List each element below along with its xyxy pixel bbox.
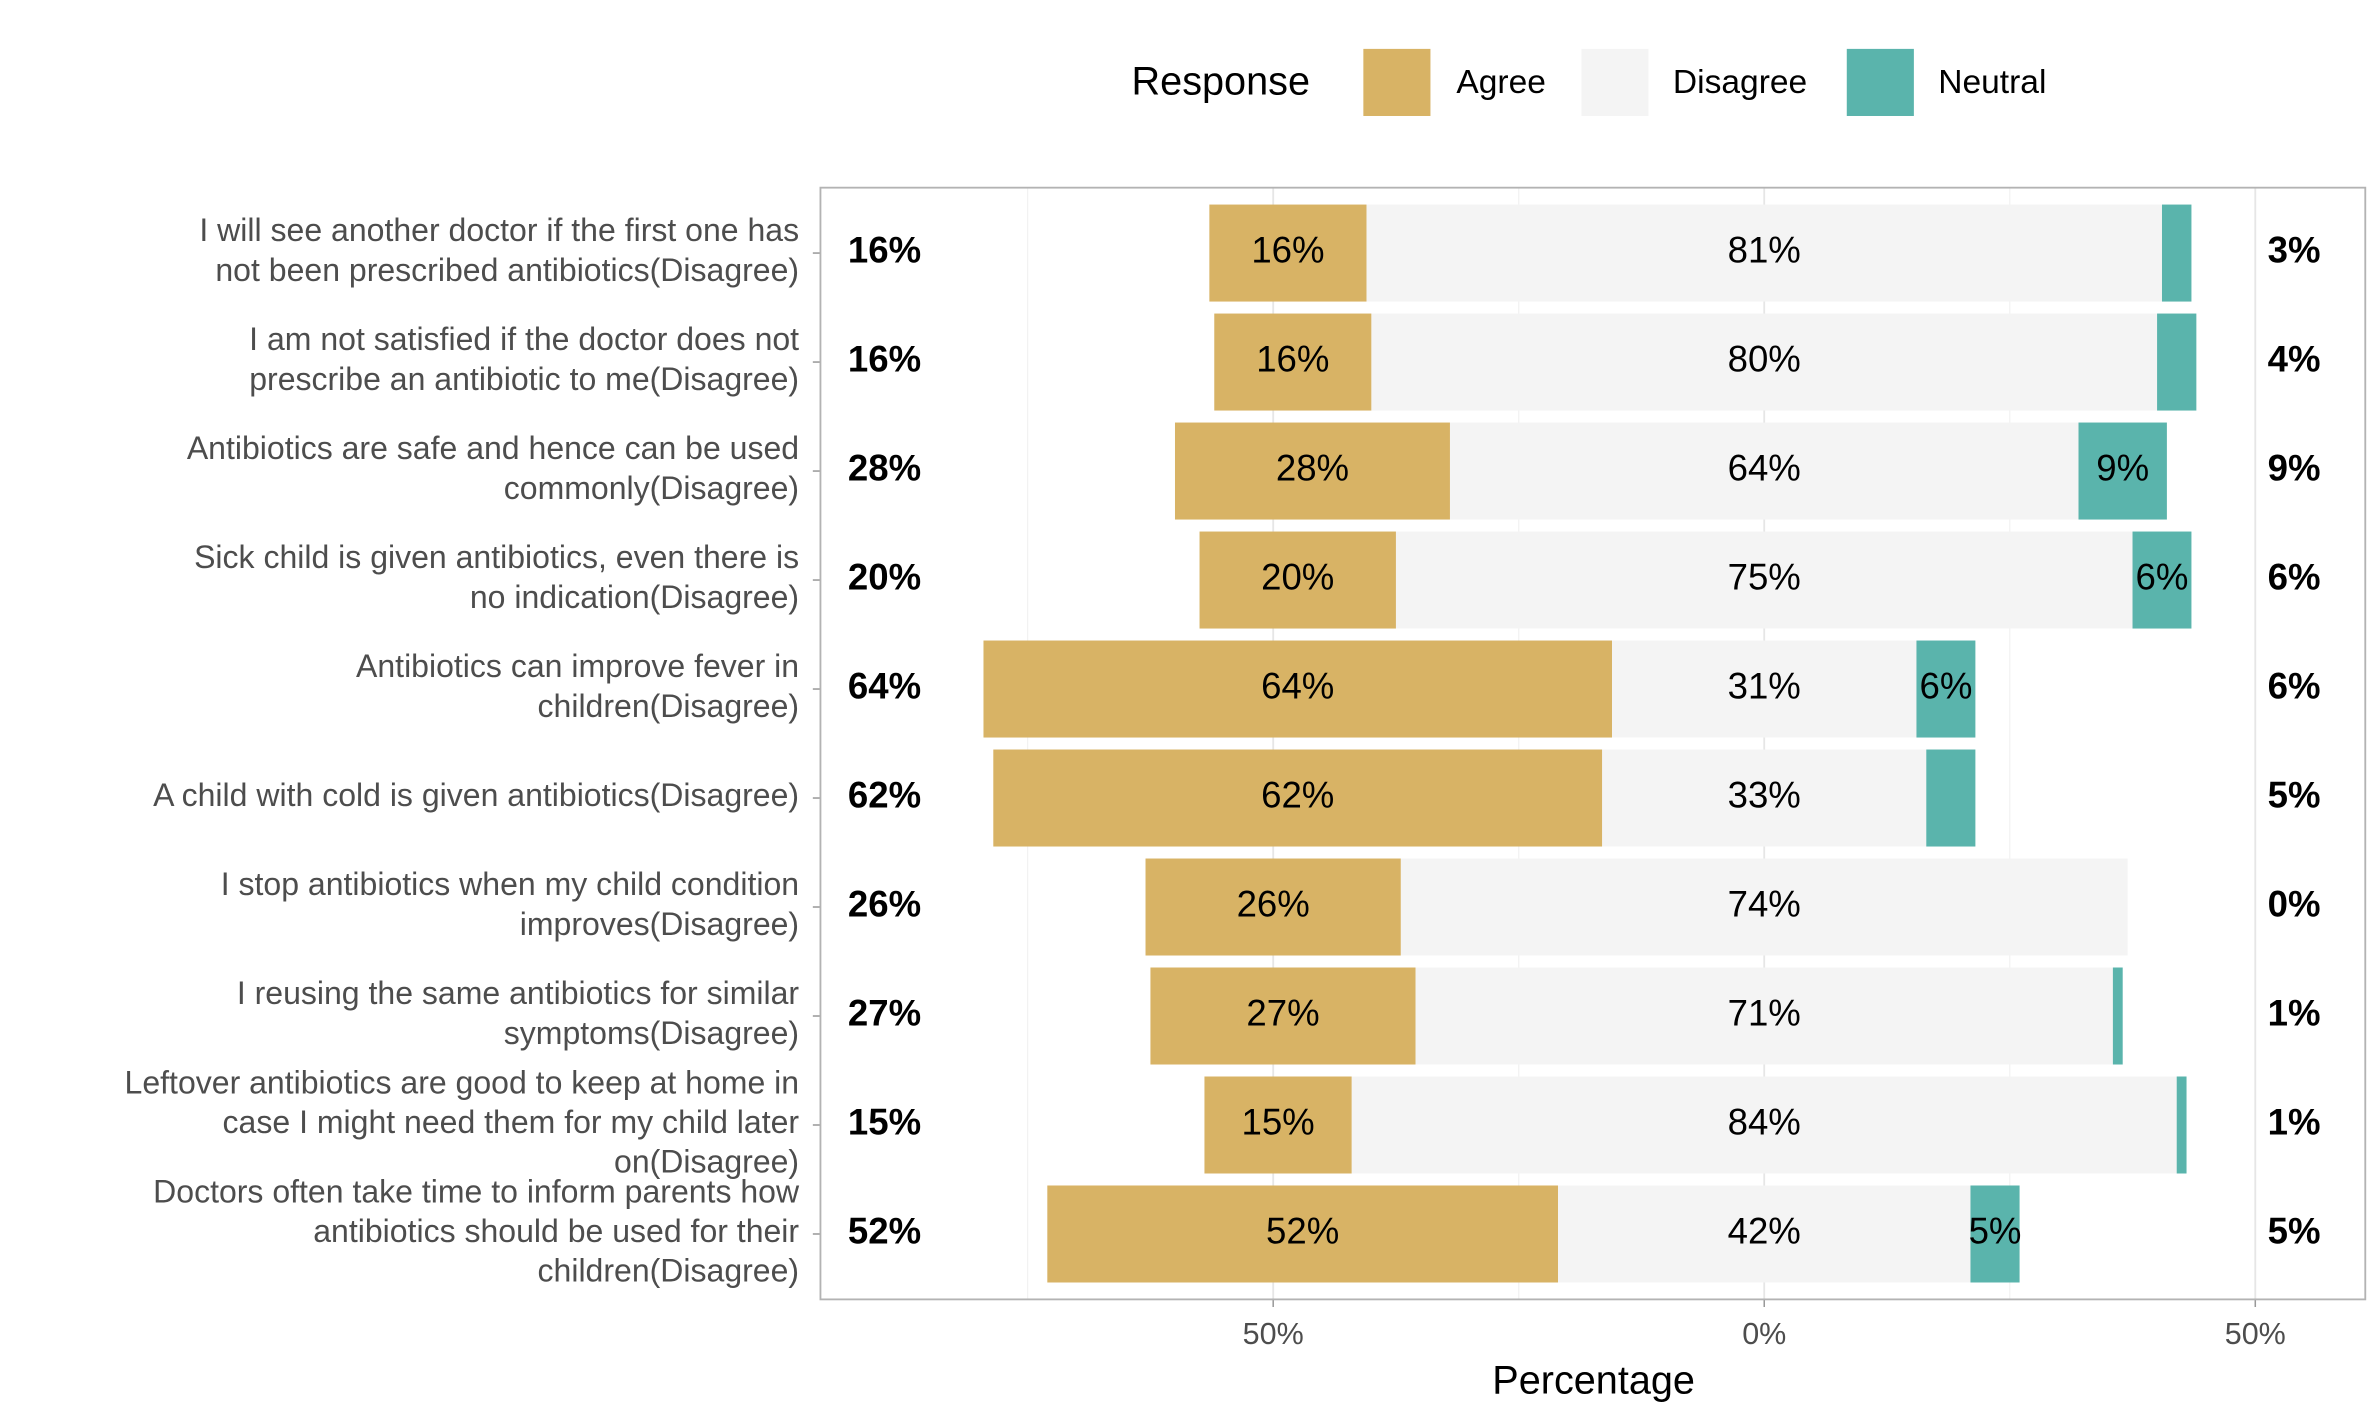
bar-segment [2132, 531, 2192, 629]
bar-segment [1047, 1185, 1558, 1283]
y-tick-label: I stop antibiotics when my child conditi… [221, 867, 799, 943]
bar-label: 74% [1728, 884, 1801, 925]
bar-segment [1371, 313, 2158, 411]
bar-segment [1916, 640, 1976, 738]
right-total-label: 5% [2268, 775, 2321, 816]
legend-label: Agree [1456, 64, 1546, 101]
left-total-label: 15% [848, 1102, 921, 1143]
bar-label: 42% [1728, 1211, 1801, 1252]
bar-segment [1174, 422, 1450, 520]
bar-segment [1602, 749, 1927, 847]
bar-label: 27% [1246, 993, 1319, 1034]
right-total-label: 6% [2268, 557, 2321, 598]
y-tick-label: Antibiotics can improve fever in children… [356, 649, 799, 725]
bar-label: 75% [1728, 557, 1801, 598]
bar-segment [983, 640, 1613, 738]
legend-title: Response [1132, 59, 1310, 103]
bar-label: 5% [1969, 1211, 2022, 1252]
x-tick-label: 50% [2225, 1317, 2286, 1351]
right-total-label: 9% [2268, 448, 2321, 489]
left-total-label: 16% [848, 339, 921, 380]
bar-segment [1199, 531, 1396, 629]
left-total-label: 16% [848, 230, 921, 271]
bar-segment [1612, 640, 1917, 738]
bar-segment [1557, 1185, 1971, 1283]
legend-label: Disagree [1673, 64, 1807, 101]
bar-segment [1970, 1185, 2020, 1283]
bar-segment [1214, 313, 1372, 411]
legend-label: Neutral [1938, 64, 2046, 101]
bar-label: 16% [1251, 230, 1324, 271]
bar-segment [2161, 204, 2192, 302]
bar-label: 64% [1261, 666, 1334, 707]
x-tick-label: 50% [1243, 1317, 1304, 1351]
y-tick-label: Leftover antibiotics are good to keep at… [125, 1065, 800, 1180]
bar-segment [2078, 422, 2167, 520]
left-total-label: 62% [848, 775, 921, 816]
bar-segment [1366, 204, 2162, 302]
bar-segment [1415, 967, 2113, 1065]
panel-border [819, 186, 2367, 1301]
bar-label: 52% [1266, 1211, 1339, 1252]
right-total-label: 1% [2268, 1102, 2321, 1143]
left-total-label: 27% [848, 993, 921, 1034]
y-tick-label: I am not satisfied if the doctor does no… [249, 322, 799, 398]
bar-label: 31% [1728, 666, 1801, 707]
bar-segment [1145, 858, 1401, 956]
bar-segment [1204, 1076, 1352, 1174]
right-total-label: 6% [2268, 666, 2321, 707]
bar-segment [1926, 749, 1976, 847]
left-total-label: 52% [848, 1211, 921, 1252]
right-total-label: 5% [2268, 1211, 2321, 1252]
bar-segment [2112, 967, 2123, 1065]
y-tick-label: Sick child is given antibiotics, even th… [194, 540, 799, 616]
bar-label: 28% [1276, 448, 1349, 489]
bar-label: 20% [1261, 557, 1334, 598]
bar-label: 71% [1728, 993, 1801, 1034]
bar-label: 84% [1728, 1102, 1801, 1143]
right-total-label: 3% [2268, 230, 2321, 271]
x-tick-label: 0% [1742, 1317, 1786, 1351]
legend-swatch [1363, 48, 1431, 116]
bar-label: 62% [1261, 775, 1334, 816]
left-total-label: 26% [848, 884, 921, 925]
y-tick-label: A child with cold is given antibiotics(D… [153, 777, 799, 813]
legend-swatch [1581, 48, 1649, 116]
bar-segment [2176, 1076, 2187, 1174]
bar-label: 33% [1728, 775, 1801, 816]
y-tick-label: I reusing the same antibiotics for simil… [237, 976, 800, 1052]
y-tick-label: Doctors often take time to inform parent… [153, 1174, 800, 1289]
bar-label: 80% [1728, 339, 1801, 380]
left-total-label: 20% [848, 557, 921, 598]
bar-segment [1395, 531, 2133, 629]
bar-segment [1351, 1076, 2177, 1174]
bar-label: 81% [1728, 230, 1801, 271]
bar-segment [1449, 422, 2079, 520]
bar-segment [1150, 967, 1416, 1065]
y-tick-label: Antibiotics are safe and hence can be us… [187, 431, 799, 507]
bar-label: 15% [1241, 1102, 1314, 1143]
bar-label: 9% [2096, 448, 2149, 489]
bar-segment [1209, 204, 1367, 302]
bar-segment [993, 749, 1603, 847]
legend-swatch [1846, 48, 1914, 116]
bar-label: 6% [2136, 557, 2189, 598]
left-total-label: 64% [848, 666, 921, 707]
bar-label: 16% [1256, 339, 1329, 380]
y-tick-label: I will see another doctor if the first o… [199, 213, 799, 289]
right-total-label: 4% [2268, 339, 2321, 380]
bar-segment [2157, 313, 2197, 411]
right-total-label: 0% [2268, 884, 2321, 925]
right-total-label: 1% [2268, 993, 2321, 1034]
bar-label: 6% [1919, 666, 1972, 707]
bar-label: 64% [1728, 448, 1801, 489]
x-axis-title: Percentage [1492, 1359, 1695, 1403]
bar-segment [1400, 858, 2128, 956]
bar-label: 26% [1237, 884, 1310, 925]
left-total-label: 28% [848, 448, 921, 489]
